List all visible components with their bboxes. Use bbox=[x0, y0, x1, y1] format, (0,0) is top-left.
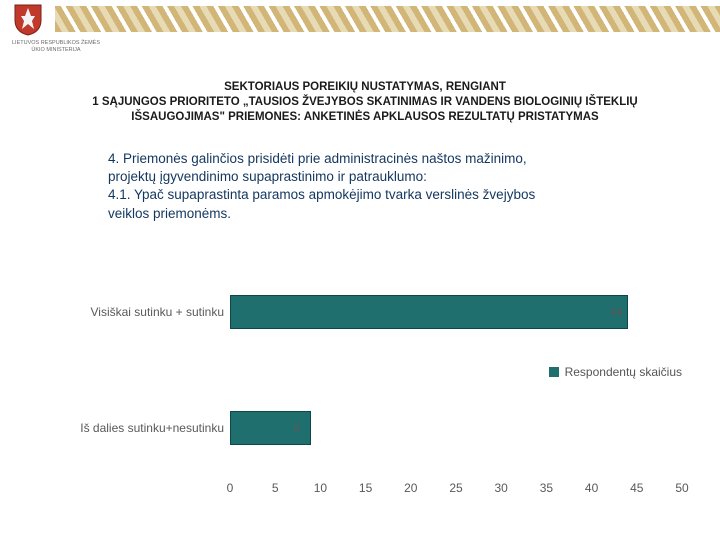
x-tick: 15 bbox=[359, 481, 372, 495]
plot-area: 44 bbox=[230, 295, 682, 329]
bar bbox=[230, 295, 628, 329]
category-label: Iš dalies sutinku+nesutinku bbox=[72, 421, 230, 435]
question-line-1: 4. Priemonės galinčios prisidėti prie ad… bbox=[108, 150, 638, 168]
x-tick: 20 bbox=[404, 481, 417, 495]
question-text: 4. Priemonės galinčios prisidėti prie ad… bbox=[108, 150, 638, 223]
coat-of-arms-icon bbox=[0, 0, 55, 38]
bar-chart: Respondentų skaičius 0510152025303540455… bbox=[72, 295, 682, 495]
category-label: Visiškai sutinku + sutinku bbox=[72, 305, 230, 319]
ministry-caption: LIETUVOS RESPUBLIKOS ŽEMĖS ŪKIO MINISTER… bbox=[6, 40, 106, 53]
chart-row: Visiškai sutinku + sutinku 44 bbox=[72, 295, 682, 329]
x-tick: 0 bbox=[227, 481, 234, 495]
legend-swatch-icon bbox=[549, 367, 559, 377]
title-line-2: 1 SĄJUNGOS PRIORITETO „TAUSIOS ŽVEJYBOS … bbox=[70, 95, 660, 110]
ribbon-pattern bbox=[55, 6, 720, 32]
question-line-4: veiklos priemonėms. bbox=[108, 205, 638, 223]
chart-legend: Respondentų skaičius bbox=[549, 365, 682, 379]
bar-value: 9 bbox=[289, 411, 300, 445]
title-line-1: SEKTORIAUS POREIKIŲ NUSTATYMAS, RENGIANT bbox=[70, 80, 660, 95]
x-tick: 10 bbox=[314, 481, 327, 495]
plot-area: 9 bbox=[230, 411, 682, 445]
header-band bbox=[0, 0, 720, 38]
question-line-2: projektų įgyvendinimo supaprastinimo ir … bbox=[108, 168, 638, 186]
x-tick: 5 bbox=[272, 481, 279, 495]
x-tick: 45 bbox=[630, 481, 643, 495]
x-tick: 50 bbox=[675, 481, 688, 495]
bar-value: 44 bbox=[606, 295, 623, 329]
x-tick: 35 bbox=[540, 481, 553, 495]
chart-row: Iš dalies sutinku+nesutinku 9 bbox=[72, 411, 682, 445]
x-axis-ticks: 05101520253035404550 bbox=[230, 479, 682, 495]
question-line-3: 4.1. Ypač supaprastinta paramos apmokėji… bbox=[108, 186, 638, 204]
x-tick: 25 bbox=[449, 481, 462, 495]
page-title: SEKTORIAUS POREIKIŲ NUSTATYMAS, RENGIANT… bbox=[70, 80, 660, 125]
x-tick: 30 bbox=[495, 481, 508, 495]
title-line-3: IŠSAUGOJIMAS" PRIEMONES: ANKETINĖS APKLA… bbox=[70, 110, 660, 125]
x-tick: 40 bbox=[585, 481, 598, 495]
legend-label: Respondentų skaičius bbox=[565, 365, 682, 379]
